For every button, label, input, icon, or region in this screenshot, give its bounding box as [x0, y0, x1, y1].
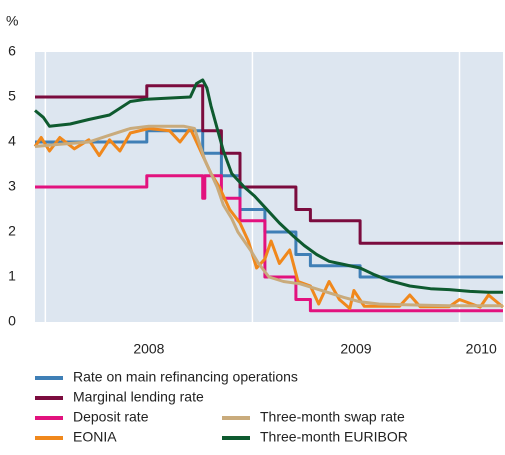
y-tick-label: 2: [8, 223, 16, 239]
x-tick-label: 2009: [340, 341, 371, 357]
legend-label: Deposit rate: [73, 409, 149, 425]
y-tick-label: 1: [8, 268, 16, 284]
y-axis-label: %: [6, 13, 18, 29]
legend-label: Three-month EURIBOR: [260, 429, 408, 445]
y-tick-label: 3: [8, 178, 16, 194]
series-line: [35, 174, 503, 313]
y-tick-label: 5: [8, 88, 16, 104]
legend-label: Marginal lending rate: [73, 389, 204, 405]
x-tick-label: 2010: [466, 341, 497, 357]
series-line: [35, 84, 503, 245]
x-tick-label: 2008: [133, 341, 164, 357]
series-line: [34, 78, 503, 294]
y-tick-label: 6: [8, 43, 16, 59]
series-line: [35, 129, 503, 279]
y-tick-label: 0: [8, 313, 16, 329]
y-tick-label: 4: [8, 133, 16, 149]
legend-label: EONIA: [73, 429, 117, 445]
legend-label: Three-month swap rate: [260, 409, 405, 425]
series-line: [34, 124, 503, 308]
legend-label: Rate on main refinancing operations: [73, 369, 298, 385]
